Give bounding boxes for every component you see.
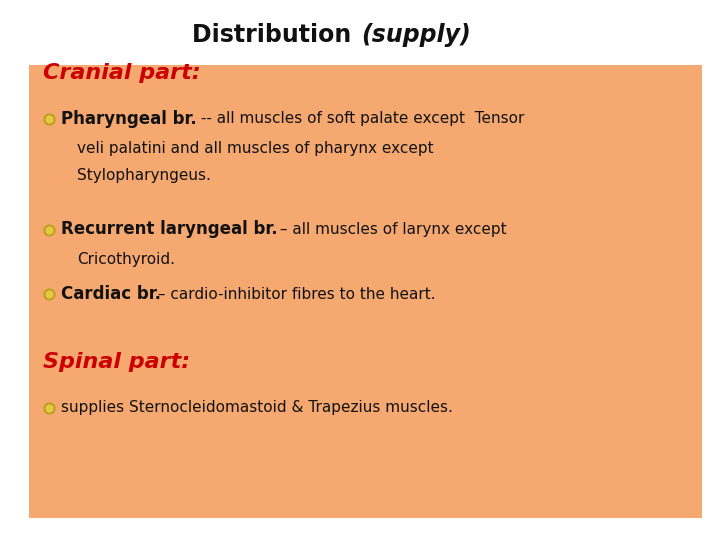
Point — [43, 114, 55, 123]
Text: supplies Sternocleidomastoid & Trapezius muscles.: supplies Sternocleidomastoid & Trapezius… — [61, 400, 453, 415]
Point — [43, 114, 55, 123]
Text: (supply): (supply) — [361, 23, 471, 47]
Text: – cardio-inhibitor fibres to the heart.: – cardio-inhibitor fibres to the heart. — [153, 287, 436, 302]
Point — [43, 403, 55, 412]
Point — [43, 225, 55, 234]
Text: Cranial part:: Cranial part: — [43, 63, 201, 83]
Text: Pharyngeal br.: Pharyngeal br. — [61, 110, 197, 128]
Text: Cardiac br.: Cardiac br. — [61, 285, 161, 303]
Text: -- all muscles of soft palate except  Tensor: -- all muscles of soft palate except Ten… — [196, 111, 524, 126]
Point — [43, 290, 55, 299]
Text: Stylopharyngeus.: Stylopharyngeus. — [77, 168, 211, 183]
Text: Distribution: Distribution — [192, 23, 360, 47]
Text: Spinal part:: Spinal part: — [43, 352, 190, 372]
Text: – all muscles of larynx except: – all muscles of larynx except — [275, 222, 507, 237]
Point — [43, 290, 55, 299]
Text: Recurrent laryngeal br.: Recurrent laryngeal br. — [61, 220, 278, 239]
Text: veli palatini and all muscles of pharynx except: veli palatini and all muscles of pharynx… — [77, 141, 433, 156]
FancyBboxPatch shape — [29, 65, 702, 518]
Text: Cricothyroid.: Cricothyroid. — [77, 252, 175, 267]
Point — [43, 225, 55, 234]
Point — [43, 403, 55, 412]
